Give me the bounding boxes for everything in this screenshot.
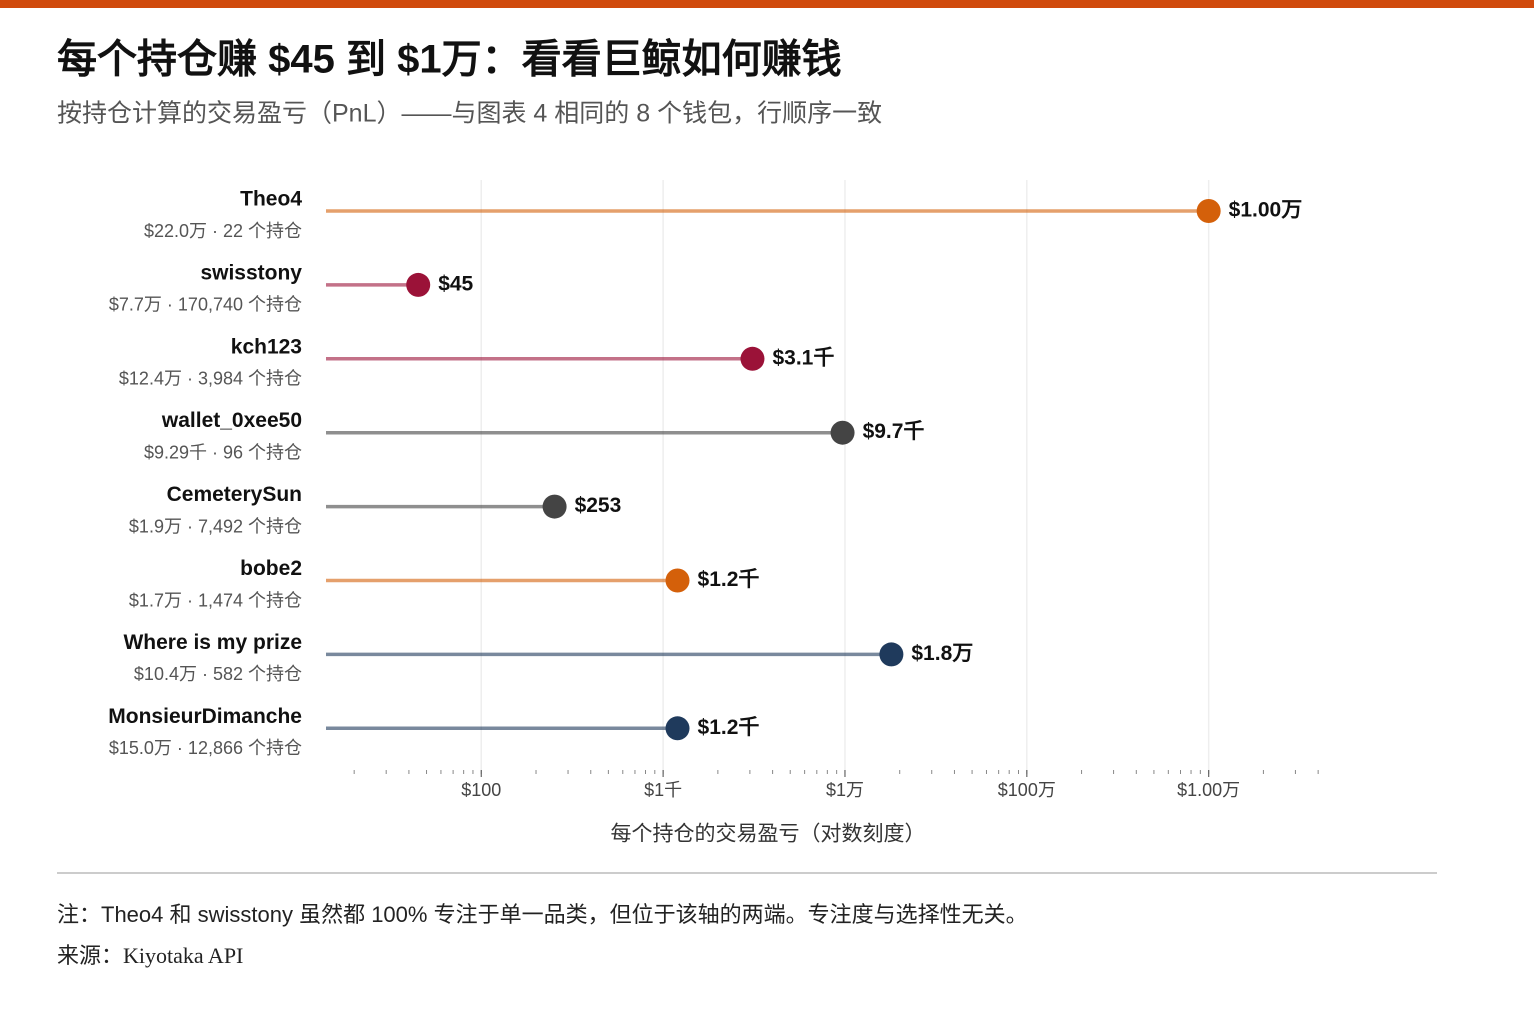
row-name: swisstony: [200, 261, 302, 284]
x-axis-title: 每个持仓的交易盈亏（对数刻度）: [611, 823, 926, 846]
value-label: $1.8万: [911, 642, 973, 665]
top-bar: [0, 0, 1534, 8]
row-name: CemeterySun: [167, 483, 302, 506]
row-name: Where is my prize: [123, 631, 302, 654]
row-name: wallet_0xee50: [161, 409, 302, 432]
value-label: $3.1千: [772, 346, 834, 369]
x-tick-label: $1万: [826, 780, 864, 800]
row-sublabel: $15.0万 · 12,866 个持仓: [109, 738, 302, 758]
row-sublabel: $12.4万 · 3,984 个持仓: [119, 369, 302, 389]
dot: [406, 272, 431, 297]
dot: [740, 346, 765, 371]
value-label: $1.2千: [698, 716, 760, 739]
row-sublabel: $7.7万 · 170,740 个持仓: [109, 295, 302, 315]
row-sublabel: $10.4万 · 582 个持仓: [134, 664, 302, 684]
row-name: MonsieurDimanche: [108, 705, 302, 728]
value-label: $1.00万: [1229, 199, 1303, 222]
dot: [1196, 199, 1221, 223]
dot: [879, 642, 904, 667]
row-sublabel: $9.29千 · 96 个持仓: [144, 442, 302, 462]
dot: [665, 568, 690, 593]
row-name: kch123: [231, 335, 302, 358]
source: 来源：Kiyotaka API: [57, 943, 243, 968]
dot: [542, 494, 567, 519]
dot: [830, 420, 855, 445]
value-label: $9.7千: [863, 420, 925, 443]
row-sublabel: $22.0万 · 22 个持仓: [144, 221, 302, 241]
value-label: $253: [575, 494, 622, 517]
row-sublabel: $1.9万 · 7,492 个持仓: [129, 516, 302, 536]
x-tick-label: $1.00万: [1177, 780, 1240, 800]
note: 注：Theo4 和 swisstony 虽然都 100% 专注于单一品类，但位于…: [57, 902, 1028, 927]
x-tick-label: $100: [461, 780, 501, 800]
x-tick-label: $1千: [644, 780, 682, 800]
chart-title: 每个持仓赚 $45 到 $1万：看看巨鲸如何赚钱: [57, 38, 842, 82]
row-name: bobe2: [240, 557, 302, 580]
value-label: $1.2千: [698, 568, 760, 591]
chart-subtitle: 按持仓计算的交易盈亏（PnL）——与图表 4 相同的 8 个钱包，行顺序一致: [57, 100, 882, 128]
value-label: $45: [438, 272, 473, 295]
row-name: Theo4: [240, 188, 302, 211]
row-sublabel: $1.7万 · 1,474 个持仓: [129, 590, 302, 610]
dot: [665, 716, 690, 741]
x-tick-label: $100万: [998, 780, 1056, 800]
